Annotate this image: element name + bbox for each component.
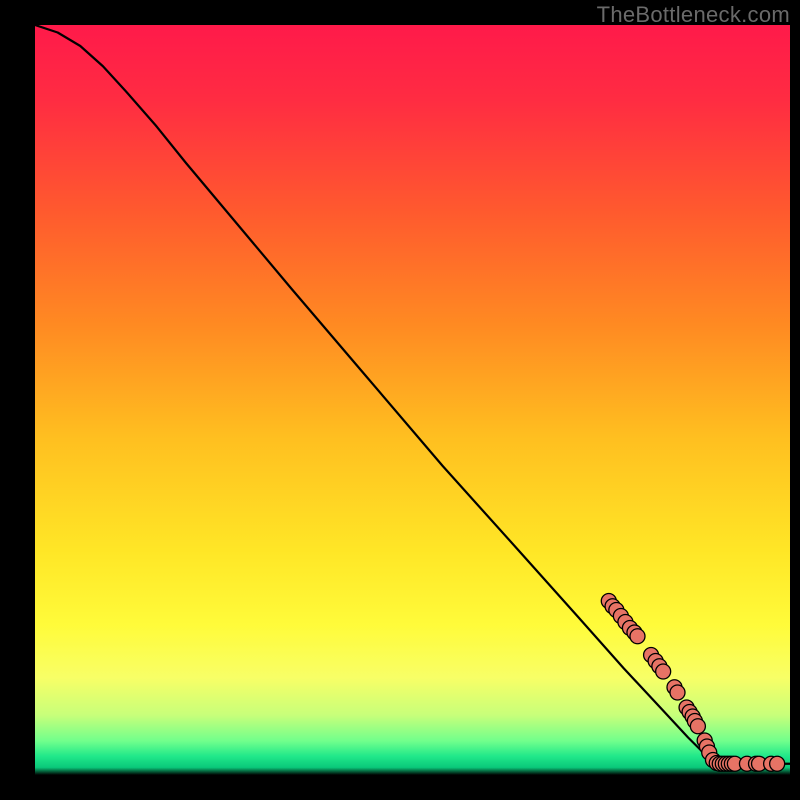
- data-marker: [670, 685, 685, 700]
- watermark-text: TheBottleneck.com: [597, 2, 790, 28]
- data-marker: [656, 664, 671, 679]
- chart-foreground: [35, 25, 790, 775]
- data-marker: [630, 629, 645, 644]
- data-marker: [770, 756, 785, 771]
- marker-group: [601, 594, 784, 772]
- main-curve: [35, 25, 790, 764]
- data-marker: [690, 719, 705, 734]
- plot-area: [35, 25, 790, 775]
